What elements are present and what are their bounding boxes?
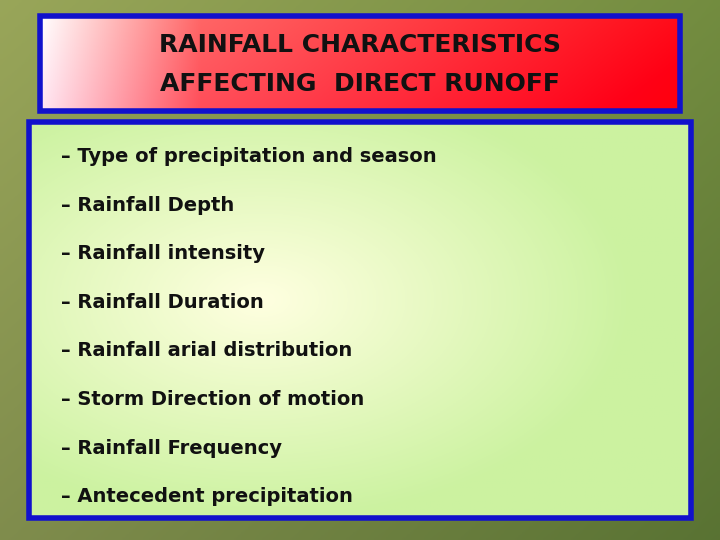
Text: – Rainfall Frequency: – Rainfall Frequency bbox=[61, 438, 282, 458]
Text: – Rainfall Duration: – Rainfall Duration bbox=[61, 293, 264, 312]
Text: – Rainfall intensity: – Rainfall intensity bbox=[61, 244, 265, 264]
Text: – Rainfall Depth: – Rainfall Depth bbox=[61, 195, 235, 215]
Text: – Storm Direction of motion: – Storm Direction of motion bbox=[61, 390, 364, 409]
Text: – Rainfall arial distribution: – Rainfall arial distribution bbox=[61, 341, 353, 361]
Text: AFFECTING  DIRECT RUNOFF: AFFECTING DIRECT RUNOFF bbox=[160, 72, 560, 96]
Text: – Type of precipitation and season: – Type of precipitation and season bbox=[61, 147, 437, 166]
Text: – Antecedent precipitation: – Antecedent precipitation bbox=[61, 487, 353, 507]
Text: RAINFALL CHARACTERISTICS: RAINFALL CHARACTERISTICS bbox=[159, 32, 561, 57]
